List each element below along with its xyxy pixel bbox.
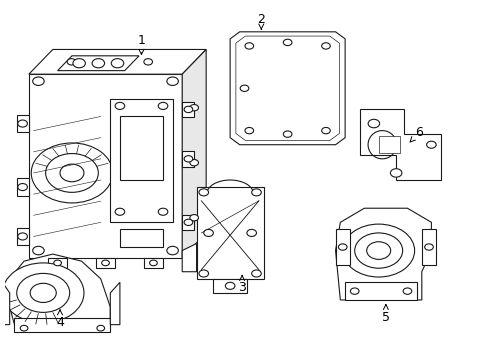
Circle shape	[111, 59, 123, 68]
Circle shape	[199, 270, 208, 277]
Circle shape	[354, 233, 402, 268]
Text: 3: 3	[238, 275, 245, 294]
Circle shape	[283, 39, 291, 46]
Polygon shape	[17, 178, 29, 196]
Bar	[110, 99, 172, 222]
Text: 4: 4	[56, 310, 64, 329]
Circle shape	[389, 169, 401, 177]
Circle shape	[203, 229, 213, 237]
Circle shape	[2, 263, 84, 323]
Polygon shape	[10, 254, 110, 325]
Circle shape	[225, 282, 234, 289]
Polygon shape	[58, 56, 139, 71]
Circle shape	[33, 246, 44, 255]
Circle shape	[33, 77, 44, 85]
Circle shape	[321, 127, 329, 134]
Polygon shape	[335, 229, 349, 265]
Circle shape	[189, 215, 198, 221]
Text: 6: 6	[409, 126, 423, 142]
Circle shape	[321, 43, 329, 49]
Circle shape	[283, 131, 291, 137]
Circle shape	[426, 141, 435, 148]
Polygon shape	[96, 258, 115, 268]
Circle shape	[158, 208, 167, 215]
Circle shape	[342, 224, 414, 277]
Bar	[15, 318, 110, 332]
Polygon shape	[29, 49, 206, 74]
Circle shape	[30, 283, 56, 302]
Polygon shape	[421, 229, 435, 265]
Text: 2: 2	[257, 13, 264, 29]
Circle shape	[143, 59, 152, 65]
Circle shape	[166, 246, 178, 255]
Circle shape	[189, 104, 198, 111]
Circle shape	[424, 244, 432, 250]
Circle shape	[240, 85, 248, 91]
Circle shape	[20, 325, 28, 331]
Circle shape	[97, 325, 104, 331]
Circle shape	[31, 143, 112, 203]
Circle shape	[166, 77, 178, 85]
Polygon shape	[235, 36, 339, 140]
Circle shape	[115, 102, 124, 109]
Polygon shape	[17, 228, 29, 245]
Text: 1: 1	[137, 34, 145, 54]
Polygon shape	[230, 32, 345, 145]
Polygon shape	[182, 151, 194, 167]
Polygon shape	[182, 102, 194, 117]
Circle shape	[244, 127, 253, 134]
Circle shape	[149, 260, 157, 266]
Polygon shape	[359, 109, 440, 180]
Circle shape	[45, 153, 98, 192]
Polygon shape	[17, 115, 29, 132]
Bar	[120, 229, 163, 247]
Circle shape	[402, 288, 411, 294]
Polygon shape	[213, 279, 246, 293]
Circle shape	[18, 233, 27, 240]
Circle shape	[366, 242, 390, 259]
Circle shape	[92, 59, 104, 68]
Polygon shape	[335, 208, 430, 300]
Polygon shape	[48, 258, 67, 268]
Bar	[345, 282, 416, 300]
Bar	[196, 187, 263, 279]
Polygon shape	[182, 215, 194, 230]
Polygon shape	[29, 74, 182, 258]
Circle shape	[67, 59, 76, 65]
Circle shape	[60, 164, 84, 182]
Circle shape	[251, 270, 261, 277]
Circle shape	[17, 273, 70, 312]
Bar	[120, 117, 163, 180]
Circle shape	[184, 106, 192, 113]
Polygon shape	[378, 136, 399, 153]
Circle shape	[244, 43, 253, 49]
Circle shape	[189, 159, 198, 166]
Polygon shape	[182, 243, 196, 272]
Circle shape	[251, 189, 261, 196]
Circle shape	[184, 156, 192, 162]
Circle shape	[184, 219, 192, 225]
Circle shape	[73, 59, 85, 68]
Polygon shape	[182, 49, 206, 258]
Circle shape	[102, 260, 109, 266]
Text: 5: 5	[381, 305, 389, 324]
Circle shape	[199, 189, 208, 196]
Circle shape	[18, 184, 27, 190]
Circle shape	[158, 102, 167, 109]
Polygon shape	[143, 258, 163, 268]
Circle shape	[54, 260, 61, 266]
Polygon shape	[110, 282, 120, 325]
Circle shape	[350, 288, 358, 294]
Circle shape	[338, 244, 346, 250]
Polygon shape	[0, 279, 10, 325]
Circle shape	[18, 120, 27, 127]
Circle shape	[115, 208, 124, 215]
Circle shape	[367, 119, 379, 128]
Circle shape	[246, 229, 256, 237]
